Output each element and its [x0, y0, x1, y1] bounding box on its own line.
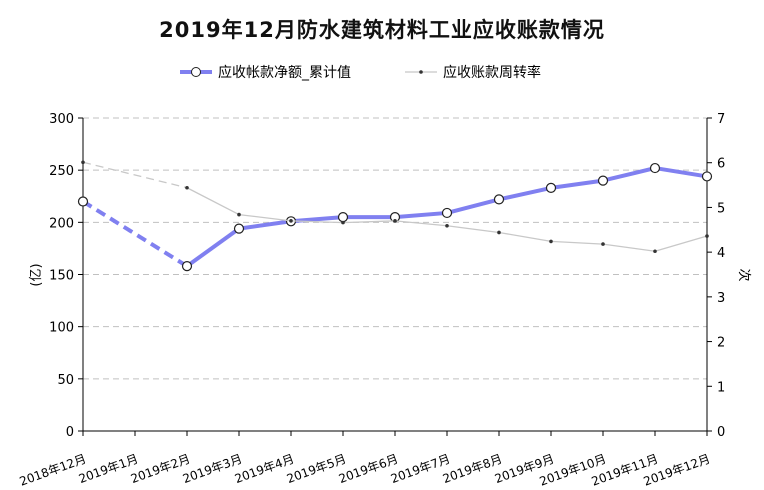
- series-line-segment: [498, 185, 552, 202]
- right-tick-label: 1: [717, 380, 725, 395]
- legend-label: 应收帐款净额_累计值: [218, 64, 351, 81]
- x-tick-label: 2018年12月: [18, 452, 88, 489]
- data-point: [341, 220, 345, 225]
- left-tick-label: 300: [49, 112, 74, 127]
- x-tick-label: 2019年4月: [233, 452, 296, 486]
- series-line-segment: [550, 240, 604, 245]
- data-point: [77, 196, 89, 207]
- data-point: [549, 239, 553, 244]
- series-line-segment: [394, 220, 448, 227]
- data-point: [233, 223, 245, 234]
- right-tick-label: 5: [717, 201, 725, 216]
- data-point: [649, 162, 661, 174]
- right-tick-label: 3: [717, 291, 725, 306]
- left-axis-label: (亿): [29, 263, 44, 286]
- data-point: [705, 234, 709, 238]
- data-point: [185, 185, 189, 190]
- chart-title: 2019年12月防水建筑材料工业应收账款情况: [159, 18, 605, 42]
- right-tick-label: 0: [717, 425, 725, 440]
- data-point: [497, 230, 501, 235]
- data-point: [237, 212, 241, 217]
- data-point: [81, 160, 85, 165]
- data-point: [653, 249, 657, 254]
- series-line-segment: [185, 226, 241, 268]
- data-point: [493, 194, 505, 205]
- series-1: [77, 162, 713, 272]
- x-tick-label: 2019年1月: [77, 452, 140, 486]
- right-tick-label: 7: [717, 112, 725, 127]
- series-line-segment: [498, 231, 552, 243]
- x-tick-label: 2019年8月: [441, 452, 504, 486]
- data-point: [601, 242, 605, 246]
- data-point: [181, 261, 193, 272]
- series-line-segment: [342, 220, 396, 224]
- series-line-segment: [290, 220, 344, 224]
- data-point: [701, 171, 713, 182]
- x-tick-label: 2019年3月: [181, 452, 244, 486]
- series-line-segment: [82, 161, 188, 189]
- series-line-segment: [654, 235, 708, 252]
- x-tick-label: 2019年6月: [337, 452, 400, 486]
- data-point: [545, 182, 557, 194]
- legend-marker: [419, 70, 423, 74]
- series-line-segment: [550, 178, 604, 190]
- data-point: [597, 175, 609, 186]
- data-point: [289, 219, 293, 223]
- legend: 应收帐款净额_累计值 应收账款周转率: [180, 64, 541, 81]
- series-line-segment: [446, 225, 500, 234]
- data-point: [393, 219, 397, 223]
- left-tick-label: 150: [49, 269, 74, 284]
- x-tick-label: 2019年2月: [129, 452, 192, 486]
- series-line-segment: [602, 243, 656, 252]
- left-tick-label: 50: [57, 373, 74, 388]
- left-tick-label: 200: [49, 216, 74, 231]
- series-line-segment: [238, 213, 292, 222]
- data-point: [337, 212, 349, 223]
- x-tick-label: 2019年7月: [389, 452, 452, 486]
- series-line-segment: [654, 166, 708, 179]
- series-line-segment: [186, 187, 240, 216]
- right-tick-label: 6: [717, 157, 725, 172]
- legend-label: 应收账款周转率: [443, 64, 541, 81]
- left-tick-label: 0: [66, 425, 74, 440]
- right-tick-label: 2: [717, 336, 725, 351]
- right-tick-label: 4: [717, 246, 725, 261]
- series-line-segment: [394, 210, 448, 220]
- series-line-segment: [602, 166, 656, 183]
- left-tick-label: 250: [49, 164, 74, 179]
- data-point: [441, 207, 453, 219]
- x-tick-label: 2019年5月: [285, 452, 348, 486]
- legend-marker: [191, 67, 201, 77]
- data-point: [445, 223, 449, 228]
- series-line-segment: [81, 199, 189, 268]
- right-axis-label: 次: [736, 268, 752, 281]
- series-line-segment: [238, 219, 292, 231]
- series-2: [81, 160, 709, 254]
- series-line-segment: [446, 197, 500, 215]
- left-tick-label: 100: [49, 321, 74, 336]
